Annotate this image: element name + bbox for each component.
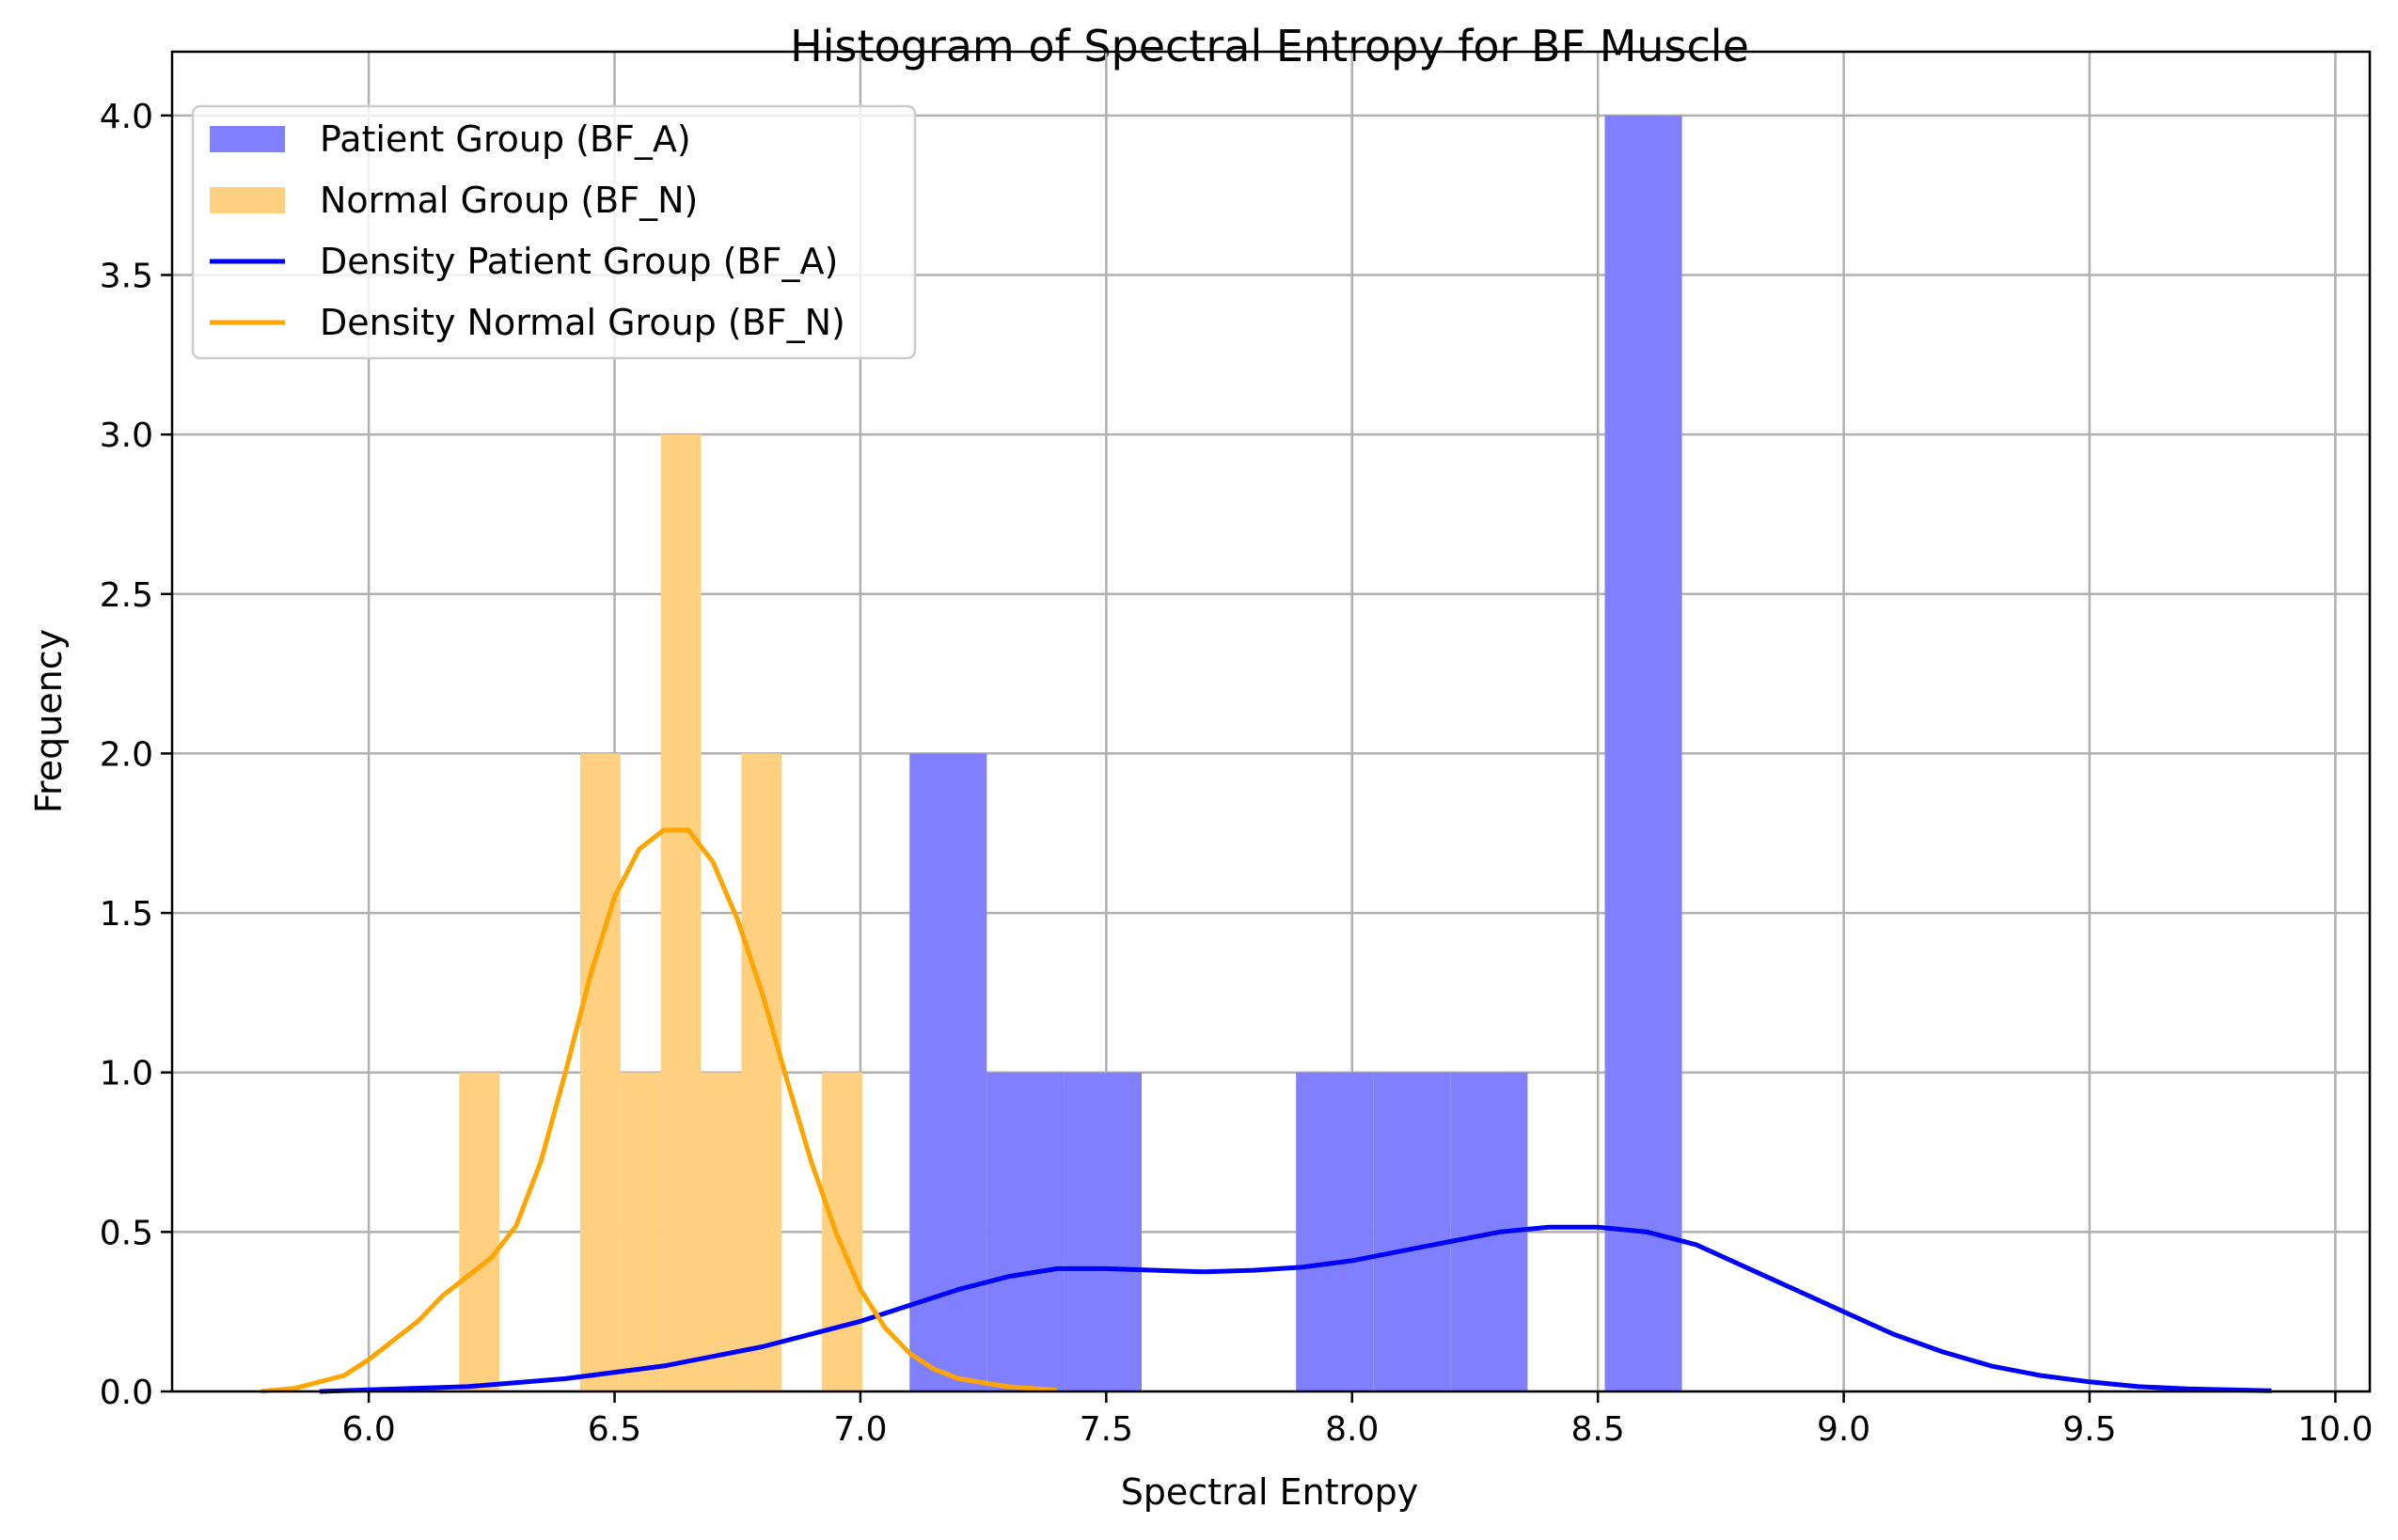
x-tick-label: 6.5 — [588, 1410, 641, 1449]
x-tick-label: 9.5 — [2062, 1410, 2116, 1449]
normal-hist-bar — [579, 753, 621, 1391]
legend-label: Density Patient Group (BF_A) — [320, 241, 838, 282]
x-tick-label: 9.0 — [1817, 1410, 1870, 1449]
normal-hist-bar — [822, 1072, 863, 1391]
normal-hist-bar — [459, 1072, 500, 1391]
x-tick-label: 8.0 — [1325, 1410, 1379, 1449]
x-tick-label: 7.5 — [1080, 1410, 1133, 1449]
patient-hist-bar — [1604, 115, 1682, 1391]
legend-label: Normal Group (BF_N) — [320, 180, 698, 221]
grid-layer — [172, 52, 2370, 1393]
y-tick-label: 2.0 — [100, 735, 153, 774]
patient-hist-bar — [986, 1072, 1065, 1391]
legend-patch — [210, 126, 285, 152]
normal-density-line — [260, 827, 1058, 1394]
y-tick-label: 0.5 — [100, 1214, 153, 1252]
y-tick-label: 2.5 — [100, 576, 153, 615]
legend-label: Patient Group (BF_A) — [320, 118, 691, 160]
x-tick-label: 10.0 — [2297, 1410, 2373, 1449]
density-lines-layer — [260, 827, 2272, 1394]
y-tick-label: 1.5 — [100, 895, 153, 934]
y-tick-label: 3.5 — [100, 258, 153, 296]
x-axis-label: Spectral Entropy — [1121, 1471, 1419, 1513]
legend: Patient Group (BF_A) Normal Group (BF_N) D… — [191, 104, 917, 360]
legend-box — [191, 104, 917, 360]
patient-density-line — [319, 1224, 2272, 1394]
chart-title: Histogram of Spectral Entropy for BF Mus… — [790, 21, 1749, 71]
normal-hist-bar — [701, 1072, 742, 1391]
legend-label: Density Normal Group (BF_N) — [320, 302, 845, 343]
x-tick-label: 6.0 — [341, 1410, 395, 1449]
axis-ticks-layer: 6.0 6.5 7.0 7.5 8.0 8.5 9.0 9.5 10.0 0.0 0.5 1.0 1.5… — [100, 98, 2374, 1449]
plot-area-frame — [170, 50, 2372, 1393]
patient-hist-bar — [1373, 1072, 1451, 1391]
bars-layer — [459, 115, 1682, 1392]
y-tick-label: 1.0 — [100, 1055, 153, 1093]
x-tick-label: 7.0 — [833, 1410, 887, 1449]
patient-hist-bar — [1064, 1072, 1142, 1391]
y-axis-label: Frequency — [28, 629, 70, 813]
normal-hist-bar — [741, 753, 782, 1391]
normal-hist-bar — [660, 434, 702, 1392]
y-tick-label: 4.0 — [100, 98, 153, 136]
patient-hist-bar — [1296, 1072, 1374, 1391]
legend-patch — [210, 187, 285, 213]
patient-hist-bar — [909, 753, 987, 1391]
y-tick-label: 0.0 — [100, 1374, 153, 1412]
y-tick-label: 3.0 — [100, 416, 153, 455]
normal-hist-bar — [620, 1072, 661, 1391]
x-tick-label: 8.5 — [1571, 1410, 1625, 1449]
